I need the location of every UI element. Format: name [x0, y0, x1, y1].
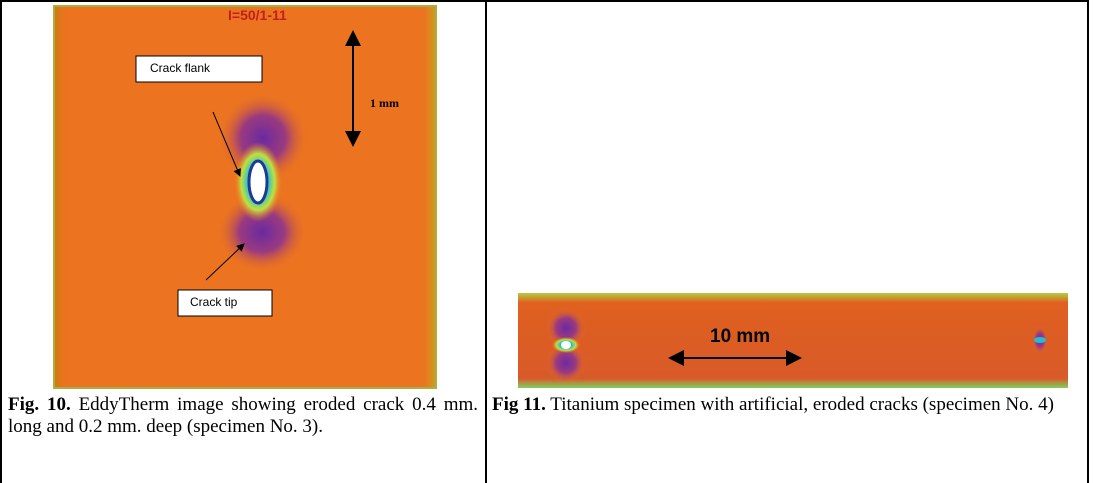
- image-tag: I=50/1-11: [228, 7, 287, 23]
- figure-caption: Fig. 10. EddyTherm image showing eroded …: [8, 394, 478, 438]
- crack-flank-label: Crack flank: [150, 61, 211, 75]
- figure-11-image: 10 mm: [518, 293, 1068, 388]
- caption-label: Fig 11.: [492, 394, 546, 415]
- cell-divider: [485, 0, 487, 483]
- figure-10-image: I=50/1-11 Crack flank 1 mm Crack tip: [53, 5, 437, 389]
- caption-text: Titanium specimen with artificial, erode…: [550, 394, 1054, 415]
- figure-caption: Fig 11. Titanium specimen with artificia…: [492, 394, 1082, 416]
- label-box: [135, 55, 263, 83]
- caption-label: Fig. 10.: [8, 394, 71, 415]
- scale-label: 10 mm: [710, 326, 770, 347]
- scale-label: 1 mm: [370, 96, 399, 110]
- caption-text: EddyTherm image showing eroded crack 0.4…: [8, 394, 479, 437]
- crack-tip-label: Crack tip: [190, 295, 238, 309]
- label-box: [177, 289, 273, 317]
